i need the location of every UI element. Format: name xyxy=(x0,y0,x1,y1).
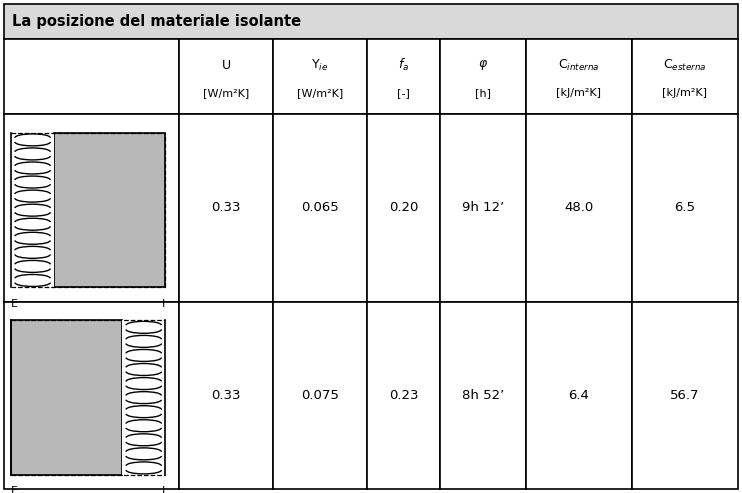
Text: 48.0: 48.0 xyxy=(565,201,594,214)
Bar xyxy=(440,39,526,114)
Text: $f_a$: $f_a$ xyxy=(398,57,410,73)
Text: 6.5: 6.5 xyxy=(674,201,695,214)
Bar xyxy=(273,114,367,302)
Text: [kJ/m²K]: [kJ/m²K] xyxy=(663,88,707,98)
Text: [W/m²K]: [W/m²K] xyxy=(203,88,249,98)
Text: 0.065: 0.065 xyxy=(301,201,339,214)
Bar xyxy=(367,114,440,302)
Text: C$_{interna}$: C$_{interna}$ xyxy=(558,58,600,73)
Text: 0.075: 0.075 xyxy=(301,389,339,402)
Bar xyxy=(526,302,632,489)
Bar xyxy=(440,302,526,489)
Text: I: I xyxy=(162,486,165,493)
Bar xyxy=(11,320,122,475)
Bar xyxy=(180,114,273,302)
Text: 0.33: 0.33 xyxy=(211,389,241,402)
Bar xyxy=(122,320,165,475)
Bar xyxy=(180,302,273,489)
Bar xyxy=(273,39,367,114)
Bar xyxy=(273,302,367,489)
Bar xyxy=(54,133,165,287)
Text: [h]: [h] xyxy=(475,88,491,98)
Bar xyxy=(4,39,180,114)
Bar xyxy=(4,302,180,489)
Text: 6.4: 6.4 xyxy=(568,389,589,402)
Text: U: U xyxy=(222,59,231,71)
Bar xyxy=(440,114,526,302)
Text: C$_{esterna}$: C$_{esterna}$ xyxy=(663,58,706,73)
Text: 0.20: 0.20 xyxy=(389,201,418,214)
Text: [W/m²K]: [W/m²K] xyxy=(297,88,343,98)
Bar xyxy=(4,4,738,39)
Text: I: I xyxy=(162,299,165,309)
Bar xyxy=(11,133,54,287)
Text: $\varphi$: $\varphi$ xyxy=(478,58,488,72)
Text: 9h 12’: 9h 12’ xyxy=(462,201,505,214)
Bar xyxy=(4,114,180,302)
Text: E: E xyxy=(11,486,18,493)
Bar xyxy=(632,302,738,489)
Text: [kJ/m²K]: [kJ/m²K] xyxy=(556,88,602,98)
Bar xyxy=(632,114,738,302)
Text: E: E xyxy=(11,299,18,309)
Text: 56.7: 56.7 xyxy=(670,389,700,402)
Bar xyxy=(367,302,440,489)
Text: La posizione del materiale isolante: La posizione del materiale isolante xyxy=(12,14,301,29)
Text: 0.33: 0.33 xyxy=(211,201,241,214)
Text: Y$_{ie}$: Y$_{ie}$ xyxy=(312,58,329,73)
Bar xyxy=(526,39,632,114)
Text: 0.23: 0.23 xyxy=(389,389,418,402)
Bar xyxy=(367,39,440,114)
Bar xyxy=(180,39,273,114)
Text: 8h 52’: 8h 52’ xyxy=(462,389,505,402)
Bar xyxy=(526,114,632,302)
Bar xyxy=(632,39,738,114)
Text: [-]: [-] xyxy=(397,88,410,98)
